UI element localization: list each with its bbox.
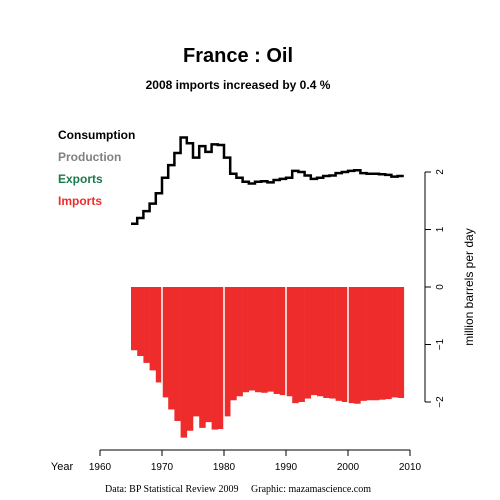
- imports-bar-2001: [354, 287, 361, 404]
- imports-bar-1965: [131, 287, 138, 351]
- imports-bar-1991: [292, 287, 299, 404]
- x-tick-label: 1960: [89, 462, 112, 473]
- imports-bar-1966: [137, 287, 144, 356]
- imports-bar-1989: [279, 287, 287, 396]
- imports-bar-1997: [329, 287, 336, 399]
- imports-bar-1970: [162, 287, 169, 398]
- x-axis-label: Year: [51, 461, 74, 473]
- legend: Consumption Production Exports Imports: [58, 128, 135, 208]
- imports-bar-1990: [286, 287, 293, 397]
- legend-production: Production: [58, 150, 121, 164]
- legend-imports: Imports: [58, 194, 102, 208]
- y-tick-label: −1: [435, 338, 446, 350]
- imports-bar-1986: [261, 287, 268, 393]
- legend-consumption: Consumption: [58, 128, 135, 142]
- imports-bar-1992: [298, 287, 305, 402]
- chart-title: France : Oil: [183, 45, 293, 67]
- y-tick-label: 1: [435, 226, 446, 232]
- imports-bar-1985: [255, 287, 262, 393]
- imports-bar-1968: [149, 287, 157, 371]
- imports-bar-1982: [236, 287, 243, 397]
- imports-bar-1994: [310, 287, 318, 396]
- imports-bar-2004: [372, 287, 380, 401]
- imports-bar-1976: [199, 287, 206, 428]
- imports-bar-1967: [143, 287, 150, 363]
- imports-bar-2003: [366, 287, 374, 401]
- imports-bar-1981: [230, 287, 237, 401]
- imports-bar-1995: [317, 287, 324, 397]
- x-tick-label: 2010: [399, 462, 422, 473]
- imports-bar-1975: [193, 287, 200, 417]
- imports-bar-1999: [341, 287, 349, 402]
- imports-bar-1993: [304, 287, 312, 399]
- imports-bar-2005: [379, 287, 386, 400]
- imports-bar-2008: [397, 287, 405, 398]
- imports-bar-1971: [168, 287, 175, 410]
- x-axis: 1960 1970 1980 1990 2000 2010: [89, 449, 422, 473]
- y-axis-label: million barrels per day: [462, 228, 476, 345]
- imports-bar-1984: [248, 287, 256, 391]
- x-tick-label: 2000: [337, 462, 360, 473]
- imports-bar-1988: [273, 287, 281, 394]
- y-tick-label: −2: [435, 396, 446, 408]
- imports-bar-1980: [224, 287, 231, 417]
- x-tick-label: 1980: [213, 462, 236, 473]
- imports-bar-2000: [348, 287, 355, 404]
- x-tick-label: 1970: [151, 462, 174, 473]
- imports-bar-1977: [205, 287, 212, 423]
- imports-bar-1972: [174, 287, 181, 421]
- legend-exports: Exports: [58, 172, 103, 186]
- y-tick-label: 2: [435, 169, 446, 175]
- y-axis: 2 1 0 −1 −2: [424, 169, 446, 408]
- imports-bar-1973: [180, 287, 188, 438]
- imports-bar-1983: [242, 287, 250, 393]
- imports-bar-2007: [391, 287, 398, 398]
- imports-bar-1978: [211, 287, 219, 430]
- decade-separators: [161, 287, 349, 443]
- chart-subtitle: 2008 imports increased by 0.4 %: [146, 78, 331, 92]
- imports-bar-1987: [267, 287, 274, 392]
- y-tick-label: 0: [435, 284, 446, 290]
- imports-bar-1979: [217, 287, 225, 430]
- x-tick-label: 1990: [275, 462, 298, 473]
- imports-bar-1969: [155, 287, 163, 383]
- imports-bar-1996: [323, 287, 330, 398]
- imports-bar-2002: [360, 287, 367, 401]
- consumption-line: [131, 136, 404, 225]
- imports-bar-2006: [385, 287, 392, 400]
- source-credit: Data: BP Statistical Review 2009 Graphic…: [105, 484, 371, 495]
- imports-bars: [131, 287, 405, 438]
- imports-bar-1974: [186, 287, 194, 431]
- imports-bar-1998: [335, 287, 343, 401]
